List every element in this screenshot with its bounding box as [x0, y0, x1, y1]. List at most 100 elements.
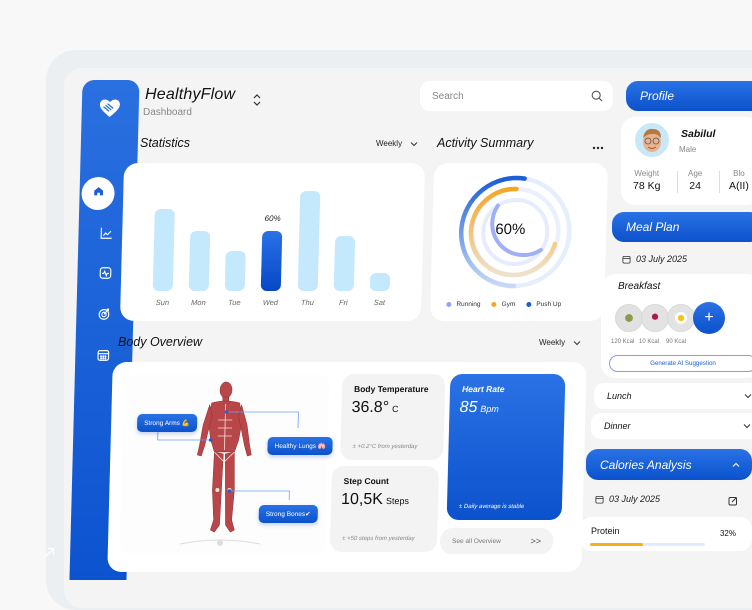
calories-date[interactable]: 03 July 2025 [595, 494, 660, 504]
body-temperature-title: Body Temperature [353, 384, 429, 394]
sidebar-item-analytics[interactable] [95, 224, 118, 246]
meal-plan-header[interactable]: Meal Plan [612, 212, 752, 242]
sidebar [44, 80, 140, 580]
activity-legend: Running Gym Push Up [446, 301, 561, 308]
calories-analysis-header-label: Calories Analysis [600, 457, 692, 472]
see-all-label: See all Overview [451, 537, 501, 545]
kcal-label: 120 Kcal [611, 339, 635, 345]
calendar-icon [96, 348, 110, 367]
meal-plan-date[interactable]: 03 July 2025 [622, 254, 687, 264]
chevron-down-icon [743, 424, 751, 429]
bar-wed[interactable] [260, 231, 283, 291]
tag-strong-arms[interactable]: Strong Arms 💪 [136, 414, 198, 432]
divider [677, 171, 678, 193]
chevron-up-icon [732, 462, 740, 467]
activity-ring-chart [458, 175, 572, 289]
bar-sat[interactable] [369, 273, 391, 291]
profile-header-label: Profile [640, 89, 675, 103]
bar-sun[interactable] [152, 209, 175, 291]
bar-wed-value: 60% [264, 214, 281, 223]
heart-rate-title: Heart Rate [461, 384, 505, 394]
avatar[interactable] [635, 123, 669, 157]
step-count-card[interactable]: Step Count 10,5K Steps ± +50 steps from y… [329, 466, 440, 552]
pulse-icon [98, 266, 112, 285]
heart-hands-logo-icon [97, 96, 122, 120]
switcher-chevron-icon[interactable] [252, 93, 262, 107]
step-count-footnote: ± +50 steps from yesterday [342, 536, 415, 542]
bar-label: Fri [338, 298, 348, 307]
legend-item-gym: Gym [491, 301, 515, 308]
profile-stat-age: Age 24 [688, 169, 703, 192]
legend-item-pushup: Push Up [526, 301, 561, 308]
search-placeholder: Search [432, 90, 464, 102]
tag-strong-bones[interactable]: Strong Bones✔ [258, 505, 318, 523]
app-title: HealthyFlow [145, 86, 236, 103]
chevron-down-icon [744, 394, 752, 399]
trend-chart-icon [99, 226, 113, 245]
search-icon [591, 90, 603, 102]
breakfast-card: Breakfast + 120 Kcal 10 Kcal 90 Kcal Gen… [601, 274, 752, 378]
more-options-icon[interactable] [592, 138, 604, 150]
divider [719, 171, 720, 193]
bar-label: Thu [300, 298, 315, 307]
dinner-dropdown[interactable]: Dinner [591, 413, 752, 439]
lunch-label: Lunch [607, 391, 632, 401]
app-subtitle: Dashboard [143, 107, 192, 118]
statistics-chart: 60% Sun Mon Tue Wed Thu Fri Sat [119, 163, 426, 321]
search-input[interactable]: Search [420, 81, 613, 111]
macro-protein: Protein 32% [580, 517, 752, 551]
bar-thu[interactable] [297, 191, 321, 291]
lunch-dropdown[interactable]: Lunch [594, 383, 752, 409]
macro-label: Protein [591, 526, 620, 536]
profile-stat-blood: Blo A(II) [729, 169, 749, 192]
heart-rate-value: 85 Bpm [459, 399, 499, 416]
generate-ai-suggestion-button[interactable]: Generate AI Suggestion [609, 355, 752, 372]
bar-fri[interactable] [333, 236, 356, 291]
arrow-up-right-icon [42, 546, 56, 565]
sidebar-item-goals[interactable] [93, 305, 116, 327]
body-overview-period-dropdown[interactable]: Weekly [539, 338, 581, 347]
edit-icon[interactable] [728, 493, 738, 506]
calendar-icon [595, 495, 604, 504]
connector-lines [157, 410, 299, 546]
kcal-label: 10 Kcal [639, 339, 660, 345]
chevron-down-icon [573, 340, 581, 345]
sidebar-expand-button[interactable] [38, 544, 61, 566]
bar-mon[interactable] [188, 231, 211, 291]
bar-tue[interactable] [224, 251, 246, 291]
step-count-title: Step Count [343, 476, 390, 486]
heart-rate-footnote: ± Daily average is stable [458, 504, 525, 510]
add-food-button[interactable]: + [693, 302, 725, 334]
legend-item-running: Running [446, 301, 481, 308]
activity-summary-title: Activity Summary [437, 136, 534, 150]
body-temperature-value: 36.8° C [351, 399, 399, 416]
sidebar-item-activity[interactable] [94, 264, 117, 286]
bar-label: Wed [262, 298, 279, 307]
body-overview-card: Strong Arms 💪 Healthy Lungs 🫁 Strong Bon… [107, 362, 587, 572]
bar-label: Sat [373, 298, 386, 307]
breakfast-title: Breakfast [618, 281, 661, 292]
statistics-period-value: Weekly [376, 139, 403, 148]
statistics-title: Statistics [140, 136, 191, 150]
home-icon [91, 184, 105, 203]
macro-progress [590, 543, 705, 546]
target-icon [97, 307, 111, 326]
body-overview-title: Body Overview [118, 335, 203, 349]
see-all-overview-button[interactable]: See all Overview >> [439, 528, 554, 554]
tag-healthy-lungs[interactable]: Healthy Lungs 🫁 [267, 437, 334, 455]
food-ice-cream[interactable] [641, 304, 669, 332]
profile-header[interactable]: Profile [626, 81, 752, 111]
profile-stat-weight: Weight 78 Kg [633, 169, 661, 192]
heart-rate-card[interactable]: Heart Rate 85 Bpm ± Daily average is stab… [446, 374, 566, 520]
food-avocado[interactable] [615, 304, 643, 332]
bar-label: Mon [191, 298, 206, 307]
profile-gender: Male [679, 145, 697, 154]
sidebar-item-calendar[interactable] [92, 346, 115, 368]
food-egg-toast[interactable] [667, 304, 695, 332]
statistics-period-dropdown[interactable]: Weekly [376, 139, 418, 148]
calories-analysis-header[interactable]: Calories Analysis [586, 449, 752, 480]
sidebar-item-home[interactable] [81, 177, 116, 210]
body-temperature-card[interactable]: Body Temperature 36.8° C ± +0.2°C from ye… [340, 374, 446, 460]
bar-label: Tue [228, 298, 241, 307]
double-chevron-right-icon: >> [530, 536, 542, 546]
